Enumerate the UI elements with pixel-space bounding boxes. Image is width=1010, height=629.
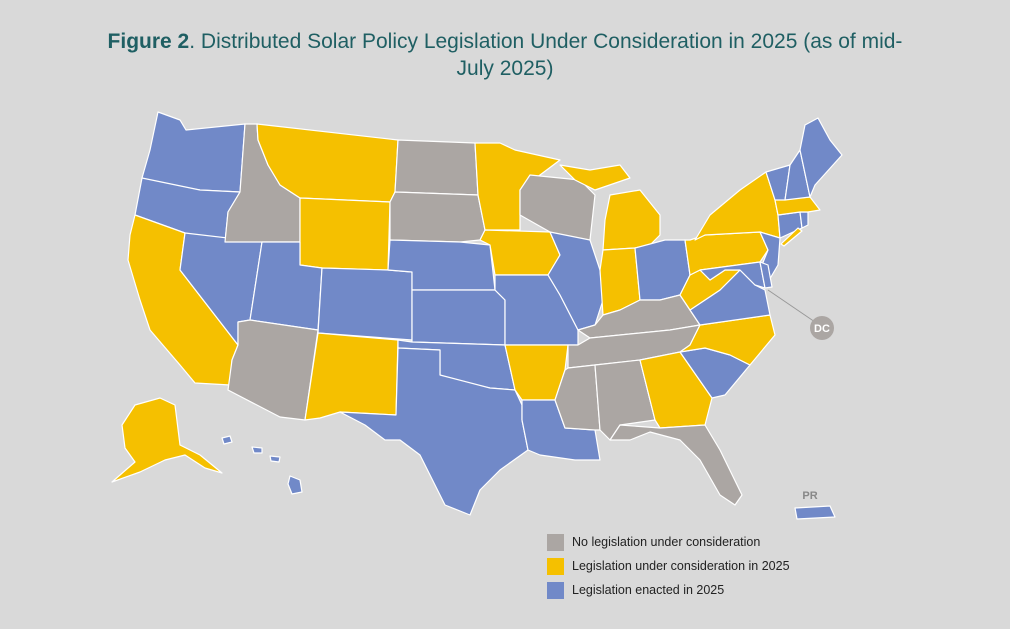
state-shape — [317, 267, 413, 341]
state-shape — [141, 111, 246, 193]
legend-swatch — [547, 557, 564, 575]
state-shape — [799, 117, 843, 198]
figure-title: Figure 2. Distributed Solar Policy Legis… — [100, 28, 910, 82]
state-tx — [339, 347, 529, 516]
state-shape — [269, 455, 281, 463]
state-ri — [799, 211, 809, 229]
state-shape — [559, 164, 631, 191]
state-shape — [389, 191, 486, 243]
state-co — [317, 267, 413, 341]
state-shape — [299, 197, 391, 271]
pr-label: PR — [802, 490, 817, 502]
state-shape — [251, 446, 263, 454]
state-shape — [111, 397, 223, 483]
state-wy — [299, 197, 391, 271]
state-pr — [794, 505, 836, 520]
legend: No legislation under consideration Legis… — [547, 530, 790, 602]
state-shape — [694, 171, 781, 241]
state-shape — [602, 189, 661, 251]
state-de — [759, 261, 773, 289]
legend-swatch — [547, 581, 564, 599]
dc-marker — [810, 316, 834, 340]
legend-swatch — [547, 533, 564, 551]
state-nd — [394, 139, 479, 196]
state-shape — [679, 314, 776, 366]
legend-item-enacted: Legislation enacted in 2025 — [547, 578, 790, 602]
state-shape — [411, 289, 506, 346]
state-nc — [679, 314, 776, 366]
legend-item-none: No legislation under consideration — [547, 530, 790, 554]
state-shape — [287, 475, 303, 495]
state-ks — [411, 289, 506, 346]
state-nm — [304, 332, 399, 421]
state-sd — [389, 191, 486, 243]
legend-label: Legislation enacted in 2025 — [572, 583, 725, 597]
state-az — [227, 319, 319, 421]
state-shape — [780, 227, 803, 247]
dc-leader-line — [767, 289, 816, 323]
state-shape — [304, 332, 399, 421]
state-shape — [221, 435, 233, 445]
state-shape — [759, 261, 773, 289]
state-shape — [609, 424, 743, 506]
legend-item-considered: Legislation under consideration in 2025 — [547, 554, 790, 578]
legend-label: No legislation under consideration — [572, 535, 761, 549]
state-shape — [227, 319, 319, 421]
legend-label: Legislation under consideration in 2025 — [572, 559, 790, 573]
figure-caption: . Distributed Solar Policy Legislation U… — [189, 30, 903, 80]
state-shape — [394, 139, 479, 196]
state-shape — [339, 347, 529, 516]
state-me — [799, 117, 843, 198]
state-shape — [799, 211, 809, 229]
dc-label: DC — [814, 323, 830, 335]
state-wa — [141, 111, 246, 193]
figure-number: Figure 2 — [107, 30, 190, 53]
state-hi — [221, 435, 303, 495]
state-shape — [794, 505, 836, 520]
state-fl — [609, 424, 743, 506]
state-ny — [694, 171, 781, 241]
state-mi — [559, 164, 661, 251]
state-ak — [111, 397, 223, 483]
